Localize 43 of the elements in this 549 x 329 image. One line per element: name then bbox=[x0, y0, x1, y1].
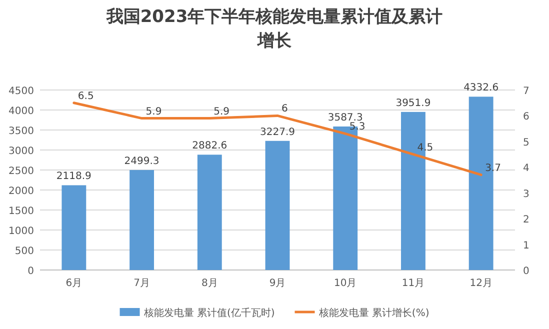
x-tick-label: 8月 bbox=[201, 278, 218, 289]
y2-tick-label: 6 bbox=[523, 112, 530, 123]
y-tick-label: 3000 bbox=[8, 146, 34, 157]
data-label: 6 bbox=[282, 104, 288, 115]
y-tick-label: 500 bbox=[14, 246, 34, 257]
y2-tick-label: 2 bbox=[523, 214, 530, 226]
y-tick-label: 4000 bbox=[8, 106, 34, 117]
y2-tick-label: 0 bbox=[523, 266, 530, 277]
y-tick-label: 1500 bbox=[8, 206, 34, 217]
data-label: 4332.6 bbox=[464, 82, 499, 94]
y-tick-label: 2500 bbox=[8, 166, 34, 177]
x-tick-label: 6月 bbox=[66, 278, 82, 289]
data-label: 3951.9 bbox=[396, 98, 431, 109]
y-tick-label: 2000 bbox=[8, 186, 34, 197]
bar bbox=[197, 154, 222, 270]
y-tick-label: 1000 bbox=[8, 226, 34, 237]
data-label: 6.5 bbox=[78, 90, 94, 102]
y2-tick-label: 5 bbox=[523, 137, 530, 148]
y-tick-label: 0 bbox=[28, 266, 34, 277]
y2-tick-label: 3 bbox=[523, 188, 530, 200]
x-tick-label: 9月 bbox=[269, 278, 286, 289]
data-label: 5.9 bbox=[214, 106, 230, 118]
x-tick-label: 12月 bbox=[470, 278, 492, 289]
x-tick-label: 11月 bbox=[402, 278, 425, 289]
data-label: 5.9 bbox=[146, 106, 162, 118]
data-label: 2118.9 bbox=[56, 171, 92, 182]
legend-label: 核能发电量 累计增长(%) bbox=[318, 307, 430, 319]
y-tick-label: 4500 bbox=[8, 86, 34, 97]
y2-tick-label: 1 bbox=[523, 240, 530, 252]
y-tick-label: 3500 bbox=[8, 126, 34, 137]
data-label: 2882.6 bbox=[192, 140, 228, 152]
x-tick-label: 10月 bbox=[334, 278, 357, 289]
data-label: 5.3 bbox=[349, 122, 366, 133]
y2-tick-label: 7 bbox=[523, 86, 530, 97]
bar bbox=[62, 185, 86, 270]
data-label: 3227.9 bbox=[260, 126, 295, 138]
legend-label: 核能发电量 累计值(亿千瓦时) bbox=[142, 307, 275, 319]
data-label: 2499.3 bbox=[124, 156, 160, 168]
chart-title: 我国2023年下半年核能发电量累计值及累计增长 bbox=[105, 7, 443, 51]
bar bbox=[265, 140, 290, 270]
x-tick-label: 7月 bbox=[134, 278, 150, 289]
bar bbox=[130, 170, 154, 270]
y2-tick-label: 4 bbox=[523, 163, 530, 174]
